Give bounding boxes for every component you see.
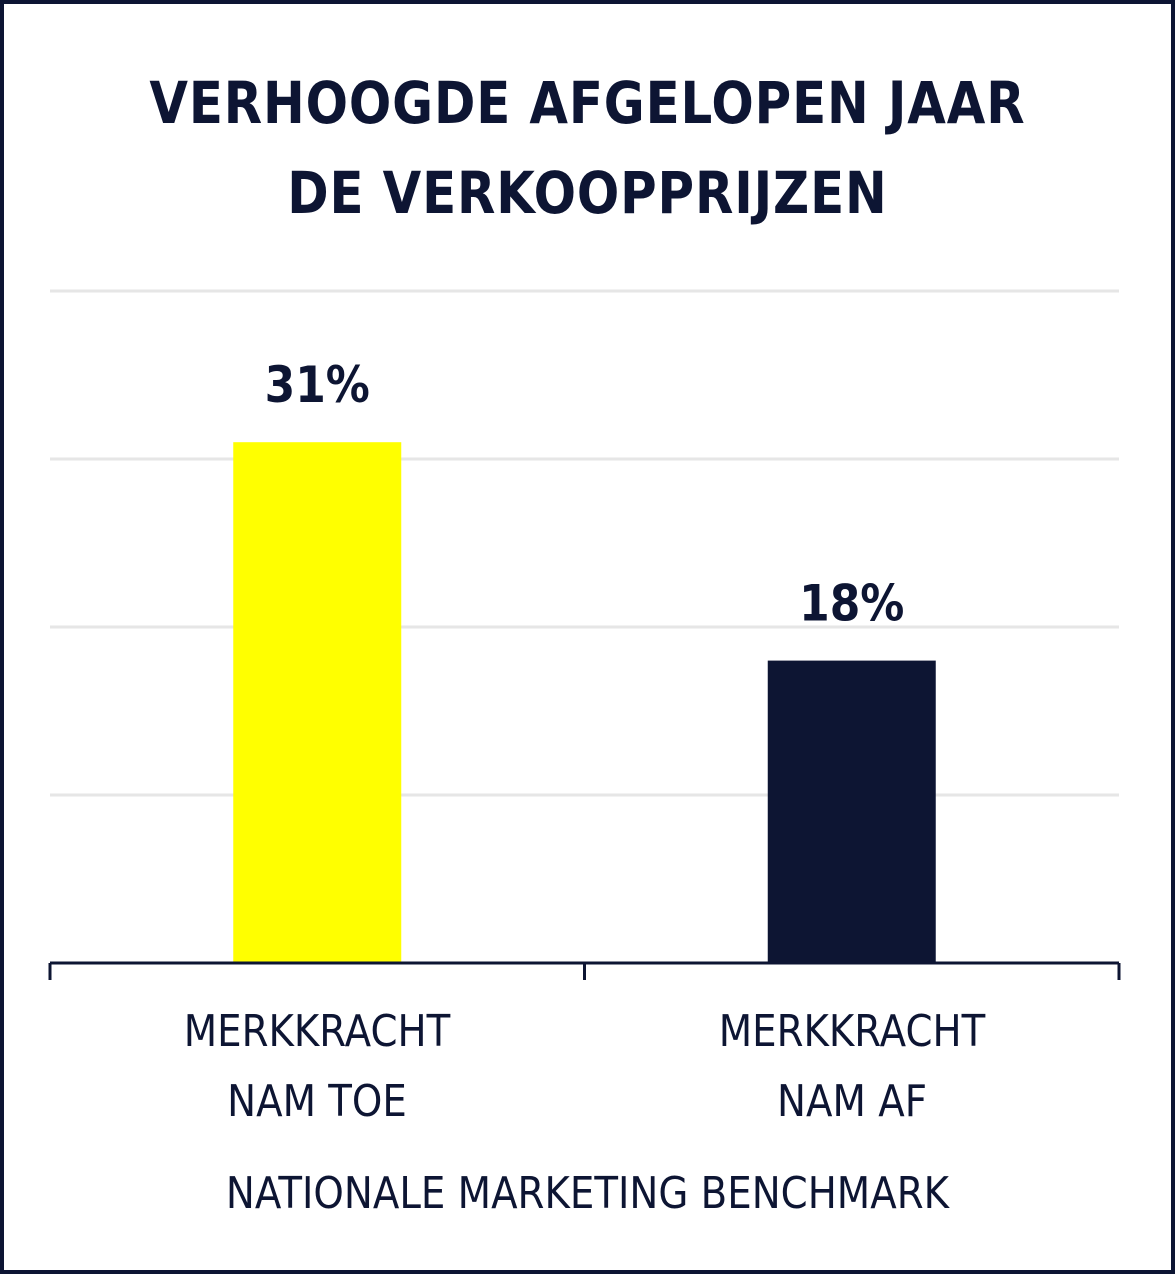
category-label-1-line-1: MERKKRACHT — [183, 1006, 451, 1057]
category-label-2-line-1: MERKKRACHT — [718, 1006, 986, 1057]
gridlines — [50, 289, 1119, 797]
source-note: NATIONALE MARKETING BENCHMARK — [225, 1168, 949, 1219]
category-label-2-line-2: NAM AF — [776, 1076, 927, 1127]
category-label-1-line-2: NAM TOE — [227, 1076, 408, 1127]
chart-title-line-2: DE VERKOOPPRIJZEN — [287, 159, 888, 227]
x-axis — [48, 961, 1121, 980]
bar — [233, 442, 402, 963]
category-label-1: MERKKRACHT NAM TOE — [141, 997, 493, 1137]
bar — [767, 660, 936, 963]
value-labels: 31% 18% — [265, 357, 905, 634]
chart-title: VERHOOGDE AFGELOPEN JAAR DE VERKOOPPRIJZ… — [82, 58, 1092, 238]
chart-title-line-1: VERHOOGDE AFGELOPEN JAAR — [149, 69, 1026, 137]
category-label-2: MERKKRACHT NAM AF — [676, 997, 1028, 1137]
value-label: 18% — [799, 575, 904, 633]
bars — [233, 442, 936, 963]
value-label: 31% — [265, 357, 370, 415]
